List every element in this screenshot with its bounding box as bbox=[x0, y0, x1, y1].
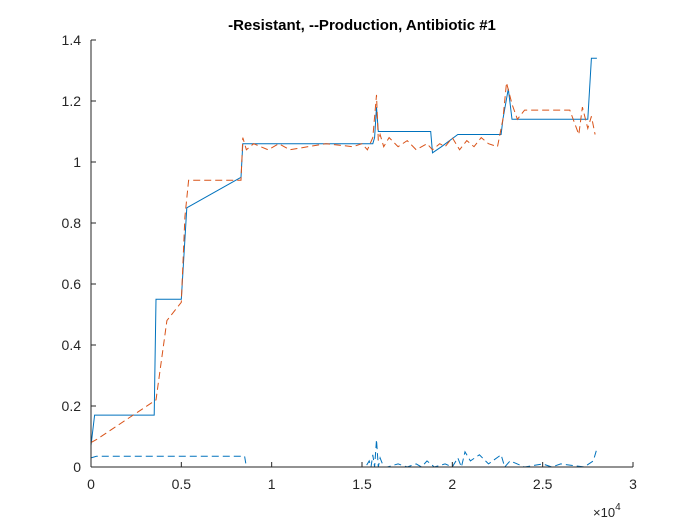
x-tick-label: 2.5 bbox=[533, 476, 553, 492]
y-tick-label: 0.2 bbox=[62, 398, 82, 414]
y-tick-label: 0 bbox=[73, 459, 81, 475]
y-tick-label: 0.6 bbox=[62, 276, 82, 292]
chart-title: -Resistant, --Production, Antibiotic #1 bbox=[228, 17, 496, 34]
x-tick-label: 3 bbox=[629, 476, 637, 492]
plot-background bbox=[91, 40, 633, 467]
x-tick-label: 1.5 bbox=[352, 476, 372, 492]
x-tick-label: 2 bbox=[448, 476, 456, 492]
plot-area bbox=[91, 40, 633, 467]
y-tick-label: 1 bbox=[73, 154, 81, 170]
series-line-1 bbox=[90, 57, 597, 446]
x-tick-label: 0.5 bbox=[172, 476, 192, 492]
y-tick-label: 0.4 bbox=[62, 337, 82, 353]
x-tick-label: 1 bbox=[268, 476, 276, 492]
y-tick-label: 1.4 bbox=[62, 32, 82, 48]
x-axis-multiplier-base: ×10 bbox=[593, 505, 615, 520]
series-line-2 bbox=[90, 82, 596, 444]
y-tick-label: 1.2 bbox=[62, 93, 82, 109]
x-axis-multiplier: ×104 bbox=[593, 502, 621, 520]
axes-layer: 0 0.5 1 1.5 2 2.5 3 0 0.2 0.4 0.6 0.8 1 1.2 1.4 bbox=[62, 32, 638, 492]
y-tick-label: 0.8 bbox=[62, 215, 82, 231]
x-tick-label: 0 bbox=[87, 476, 95, 492]
series-line-3 bbox=[90, 439, 598, 469]
x-axis-multiplier-exponent: 4 bbox=[615, 502, 621, 513]
